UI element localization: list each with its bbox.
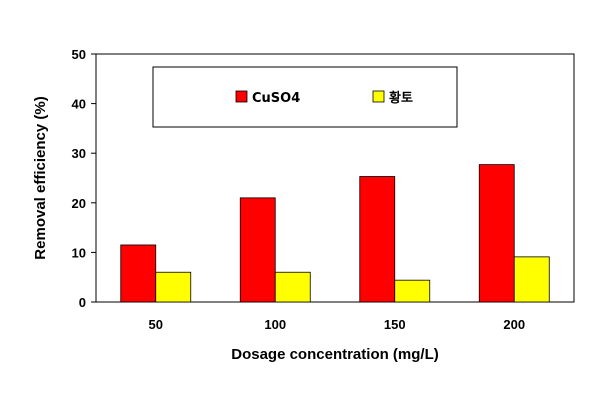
bar-hwangto-50 xyxy=(155,271,192,303)
bar-cuso4-150 xyxy=(359,176,396,303)
bar-cuso4-50 xyxy=(120,244,157,303)
x-tick-label: 100 xyxy=(264,317,286,332)
bars xyxy=(120,164,550,303)
y-axis-ticks: 0 10 20 30 40 50 xyxy=(72,47,96,310)
x-axis-ticks: 50 100 150 200 xyxy=(149,317,526,332)
x-tick-label: 50 xyxy=(149,317,163,332)
x-axis-title: Dosage concentration (mg/L) xyxy=(231,346,439,363)
legend-swatch-hwangto xyxy=(372,90,385,103)
bar-cuso4-100 xyxy=(239,197,276,303)
legend-box xyxy=(152,66,458,128)
y-tick-label: 30 xyxy=(72,146,86,161)
y-tick-label: 10 xyxy=(72,245,86,260)
y-tick-label: 40 xyxy=(72,97,86,112)
y-tick-label: 50 xyxy=(72,47,86,62)
legend-label-hwangto: 황토 xyxy=(389,90,413,106)
legend-label-cuso4: CuSO4 xyxy=(252,91,300,106)
bar-hwangto-150 xyxy=(394,279,431,303)
y-axis-title: Removal efficiency (%) xyxy=(32,96,49,259)
bar-cuso4-200 xyxy=(478,164,515,303)
y-tick-label: 0 xyxy=(79,295,86,310)
bar-hwangto-100 xyxy=(274,271,311,303)
x-tick-label: 200 xyxy=(503,317,525,332)
bar-hwangto-200 xyxy=(513,256,550,303)
x-tick-label: 150 xyxy=(384,317,406,332)
legend: CuSO4 황토 xyxy=(152,66,458,128)
y-tick-label: 20 xyxy=(72,196,86,211)
legend-swatch-cuso4 xyxy=(235,90,248,103)
